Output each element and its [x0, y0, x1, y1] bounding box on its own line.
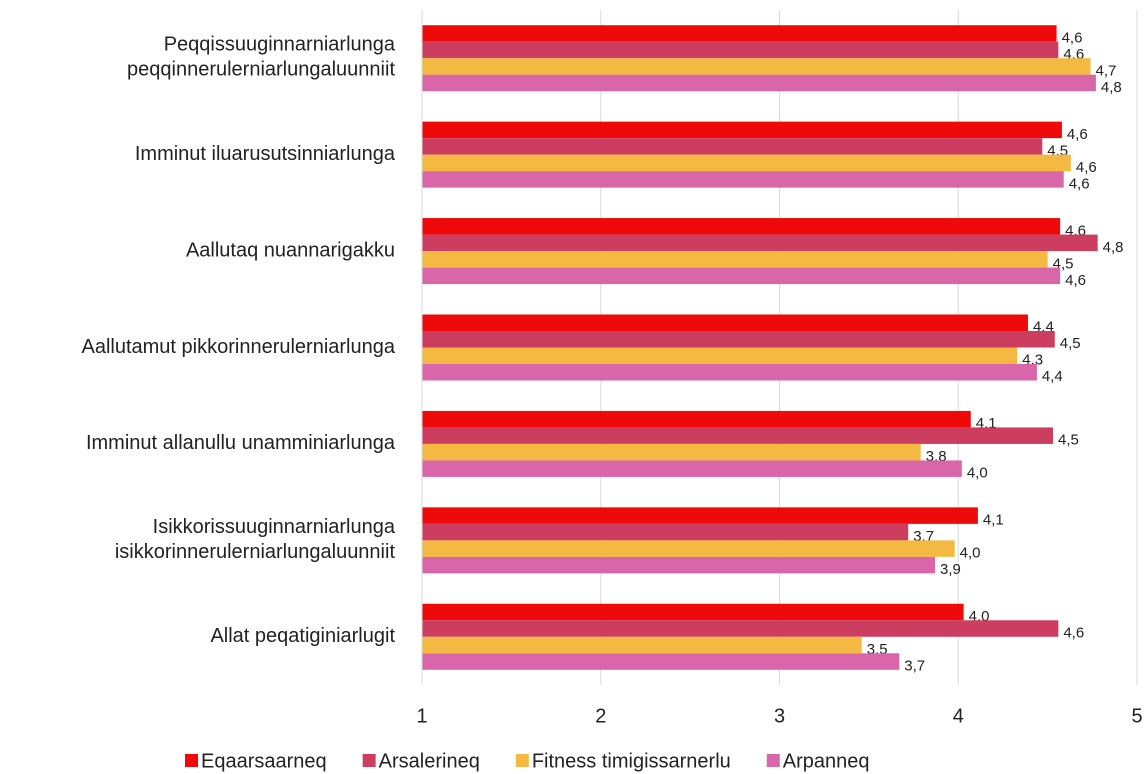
bar	[422, 138, 1043, 155]
data-label: 3,9	[940, 561, 961, 578]
data-label: 4,6	[1062, 29, 1083, 46]
data-label: 4,7	[1096, 62, 1117, 79]
data-label: 4,0	[967, 465, 988, 482]
category-label: Allat peqatiginiarlugit	[210, 625, 395, 647]
data-label: 4,6	[1065, 272, 1086, 289]
data-label: 4,6	[1063, 625, 1084, 642]
category-label: Peqqissuuginnarniarlunga peqqinnerulernia…	[127, 34, 396, 81]
data-label: 4,6	[1067, 126, 1088, 143]
bar	[422, 314, 1028, 331]
bar	[422, 653, 900, 670]
bar	[422, 636, 862, 654]
legend-label: Eqaarsaarneq	[201, 750, 327, 772]
bar	[422, 427, 1053, 444]
data-label: 4,5	[1060, 335, 1081, 352]
bar	[422, 234, 1098, 252]
bar	[422, 25, 1057, 42]
data-label: 4,6	[1069, 175, 1090, 192]
category-label: Isikkorissuuginnarniarlunga isikkorinneru…	[115, 516, 396, 563]
legend-swatch	[766, 754, 780, 767]
bar	[422, 540, 955, 557]
x-tick-label: 3	[774, 705, 785, 727]
bar	[422, 121, 1062, 139]
bar	[422, 620, 1059, 637]
data-label: 4,8	[1103, 239, 1124, 256]
legend-label: Arsalerineq	[379, 750, 480, 772]
legend-swatch	[185, 754, 198, 767]
bar	[422, 443, 921, 461]
data-label: 4,4	[1042, 368, 1063, 385]
x-tick-label: 1	[416, 705, 427, 727]
bar	[422, 410, 971, 428]
legend-label: Fitness timigissarnerlu	[532, 750, 731, 772]
bar	[422, 74, 1096, 92]
legend-swatch	[515, 754, 529, 767]
legend-swatch	[362, 754, 376, 767]
legend: Eqaarsaarneq Arsalerineq Fitness timigissa…	[185, 750, 870, 772]
legend-label: Arpanneq	[783, 750, 870, 772]
bar	[422, 603, 964, 621]
data-label: 3,7	[904, 658, 925, 675]
bar	[422, 347, 1018, 364]
category-label: Aallutaq nuannarigakku	[186, 239, 395, 261]
bar	[422, 154, 1071, 172]
data-label: 4,5	[1058, 432, 1079, 449]
x-tick-label: 2	[595, 705, 606, 727]
category-label: Aallutamut pikkorinnerulerniarlunga	[81, 336, 395, 358]
bar	[422, 41, 1059, 59]
category-label: Imminut allanullu unamminiarlunga	[86, 432, 396, 454]
data-label: 4,8	[1101, 79, 1122, 96]
bar	[422, 364, 1037, 381]
bar	[422, 171, 1064, 188]
bar	[422, 251, 1048, 268]
bar	[422, 523, 909, 541]
x-tick-label: 5	[1131, 705, 1142, 727]
bar	[422, 460, 962, 477]
bar	[422, 556, 936, 574]
bar	[422, 331, 1055, 348]
bar	[422, 507, 978, 524]
bar	[422, 218, 1061, 235]
data-label: 4,6	[1076, 159, 1097, 176]
bar	[422, 267, 1061, 285]
data-label: 4,0	[960, 545, 981, 562]
data-label: 4,1	[983, 512, 1004, 529]
x-tick-label: 4	[953, 705, 964, 727]
bar	[422, 58, 1091, 75]
category-label: Imminut iluarusutsinniarlunga	[135, 143, 396, 165]
